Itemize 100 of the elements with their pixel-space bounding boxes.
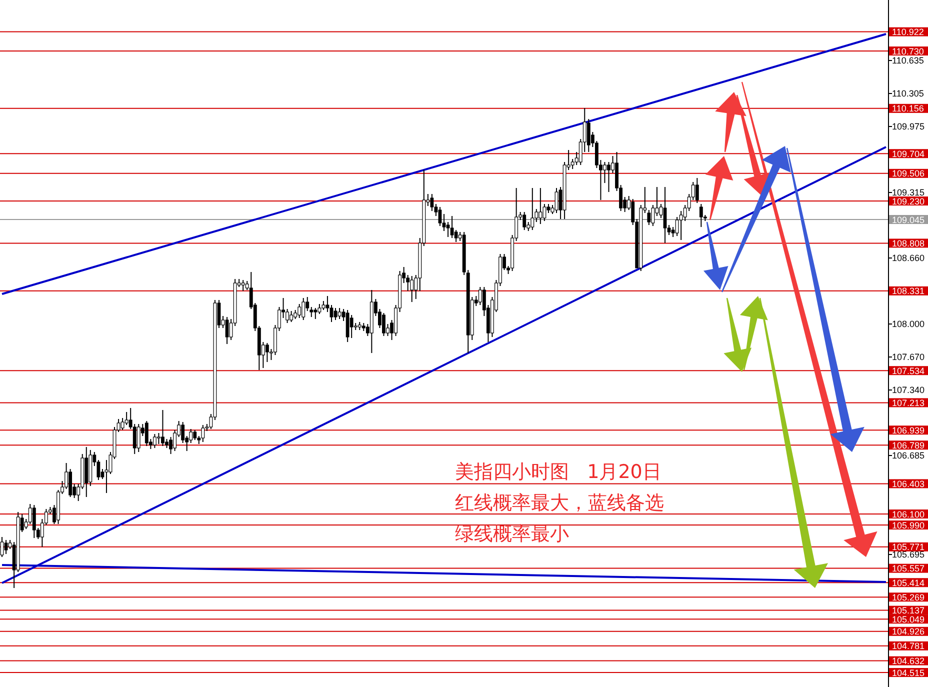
- candlestick: [386, 324, 390, 336]
- candlestick: [108, 452, 112, 474]
- ref-line-label: 105.990: [892, 520, 925, 530]
- ref-line-label: 109.045: [892, 214, 925, 225]
- ref-line-label: 109.704: [892, 148, 925, 159]
- candlestick: [582, 108, 586, 152]
- candlestick: [225, 316, 229, 344]
- ref-line-label: 105.557: [892, 564, 925, 574]
- candlestick: [290, 310, 294, 322]
- candlestick: [261, 342, 265, 368]
- candlestick: [651, 204, 655, 226]
- ref-line-label: 110.156: [892, 104, 924, 114]
- candlestick: [282, 298, 285, 318]
- ref-line-label: 105.269: [892, 592, 925, 602]
- candlestick: [278, 306, 281, 332]
- y-tick-label: 110.635: [892, 56, 924, 66]
- y-tick-label: 108.000: [892, 319, 925, 329]
- candlestick: [201, 424, 205, 442]
- ref-line-label: 104.515: [892, 668, 925, 678]
- candlestick: [169, 436, 172, 454]
- y-tick-label: 110.305: [892, 88, 924, 98]
- candlestick: [92, 452, 96, 466]
- candlestick: [173, 430, 176, 452]
- candlestick: [438, 206, 442, 226]
- ref-line-label: 108.808: [892, 238, 925, 248]
- candlestick: [350, 314, 354, 338]
- candlestick: [100, 468, 104, 480]
- ref-line-label: 104.781: [892, 641, 925, 652]
- ref-line-label: 108.331: [892, 286, 925, 296]
- candlestick: [346, 310, 350, 342]
- candlestick: [209, 414, 213, 430]
- candlestick: [442, 214, 446, 232]
- candlestick: [274, 324, 277, 356]
- candlestick: [623, 196, 627, 212]
- candlestick: [671, 226, 675, 238]
- candlestick: [32, 504, 36, 538]
- candlestick: [530, 188, 534, 230]
- candlestick: [306, 296, 310, 312]
- candlestick: [0, 536, 4, 558]
- candlestick: [454, 230, 458, 242]
- ref-line-label: 109.230: [892, 196, 925, 206]
- candlestick: [366, 324, 370, 336]
- candlestick: [554, 188, 558, 214]
- candlestick: [124, 412, 128, 426]
- candlestick: [414, 274, 418, 300]
- candlestick: [450, 216, 454, 238]
- candlestick: [28, 504, 32, 524]
- candlestick: [382, 312, 386, 336]
- y-tick-label: 105.695: [892, 550, 925, 560]
- y-tick-label: 109.975: [892, 122, 925, 132]
- candlestick: [72, 484, 76, 498]
- candlestick: [144, 420, 148, 446]
- ref-line-label: 104.632: [892, 656, 925, 666]
- y-tick-label: 109.315: [892, 188, 925, 198]
- ref-line-label: 105.049: [892, 614, 925, 624]
- candlestick: [52, 504, 56, 524]
- candlestick: [36, 528, 40, 540]
- candlestick: [599, 160, 602, 200]
- candlestick: [426, 194, 430, 206]
- ref-line-label: 105.414: [892, 578, 925, 588]
- candlestick: [217, 300, 221, 328]
- candlestick: [338, 308, 342, 320]
- candlestick: [157, 432, 160, 444]
- candlestick: [522, 212, 526, 230]
- candlestick: [193, 430, 197, 440]
- candlestick: [334, 308, 338, 320]
- candlestick: [611, 156, 614, 174]
- ref-line-label: 104.926: [892, 626, 925, 637]
- candlestick: [161, 410, 164, 446]
- candlestick: [586, 118, 590, 152]
- ref-line-label: 106.100: [892, 509, 925, 520]
- candlestick: [478, 286, 482, 306]
- ref-line-label: 106.939: [892, 425, 925, 436]
- y-tick-label: 108.660: [892, 253, 925, 263]
- y-tick-label: 106.685: [892, 450, 925, 460]
- candlestick: [627, 196, 631, 210]
- ref-line-label: 109.506: [892, 168, 925, 179]
- candlestick: [538, 188, 542, 224]
- y-tick-label: 107.670: [892, 352, 925, 362]
- ref-line-label: 105.137: [892, 606, 925, 616]
- candlestick: [390, 320, 394, 340]
- candlestick: [566, 150, 570, 170]
- ref-line-label: 107.534: [892, 366, 925, 376]
- candlestick: [221, 316, 225, 328]
- candlestick: [603, 162, 606, 184]
- candlestick: [667, 224, 671, 236]
- candlestick: [20, 514, 24, 532]
- candlestick: [76, 484, 80, 502]
- ref-line-label: 106.789: [892, 440, 925, 450]
- candlestick: [152, 434, 156, 448]
- candlestick: [655, 186, 659, 216]
- candlestick: [643, 186, 647, 214]
- candlestick: [699, 204, 703, 228]
- ref-line-label: 110.730: [892, 46, 924, 56]
- ref-line-label: 105.771: [892, 542, 925, 552]
- candlestick: [265, 342, 269, 362]
- candlestick: [241, 280, 245, 292]
- annotation: 红线概率最大，蓝线备选: [455, 492, 664, 514]
- y-tick-label: 107.340: [892, 385, 925, 395]
- candlestick: [44, 508, 48, 526]
